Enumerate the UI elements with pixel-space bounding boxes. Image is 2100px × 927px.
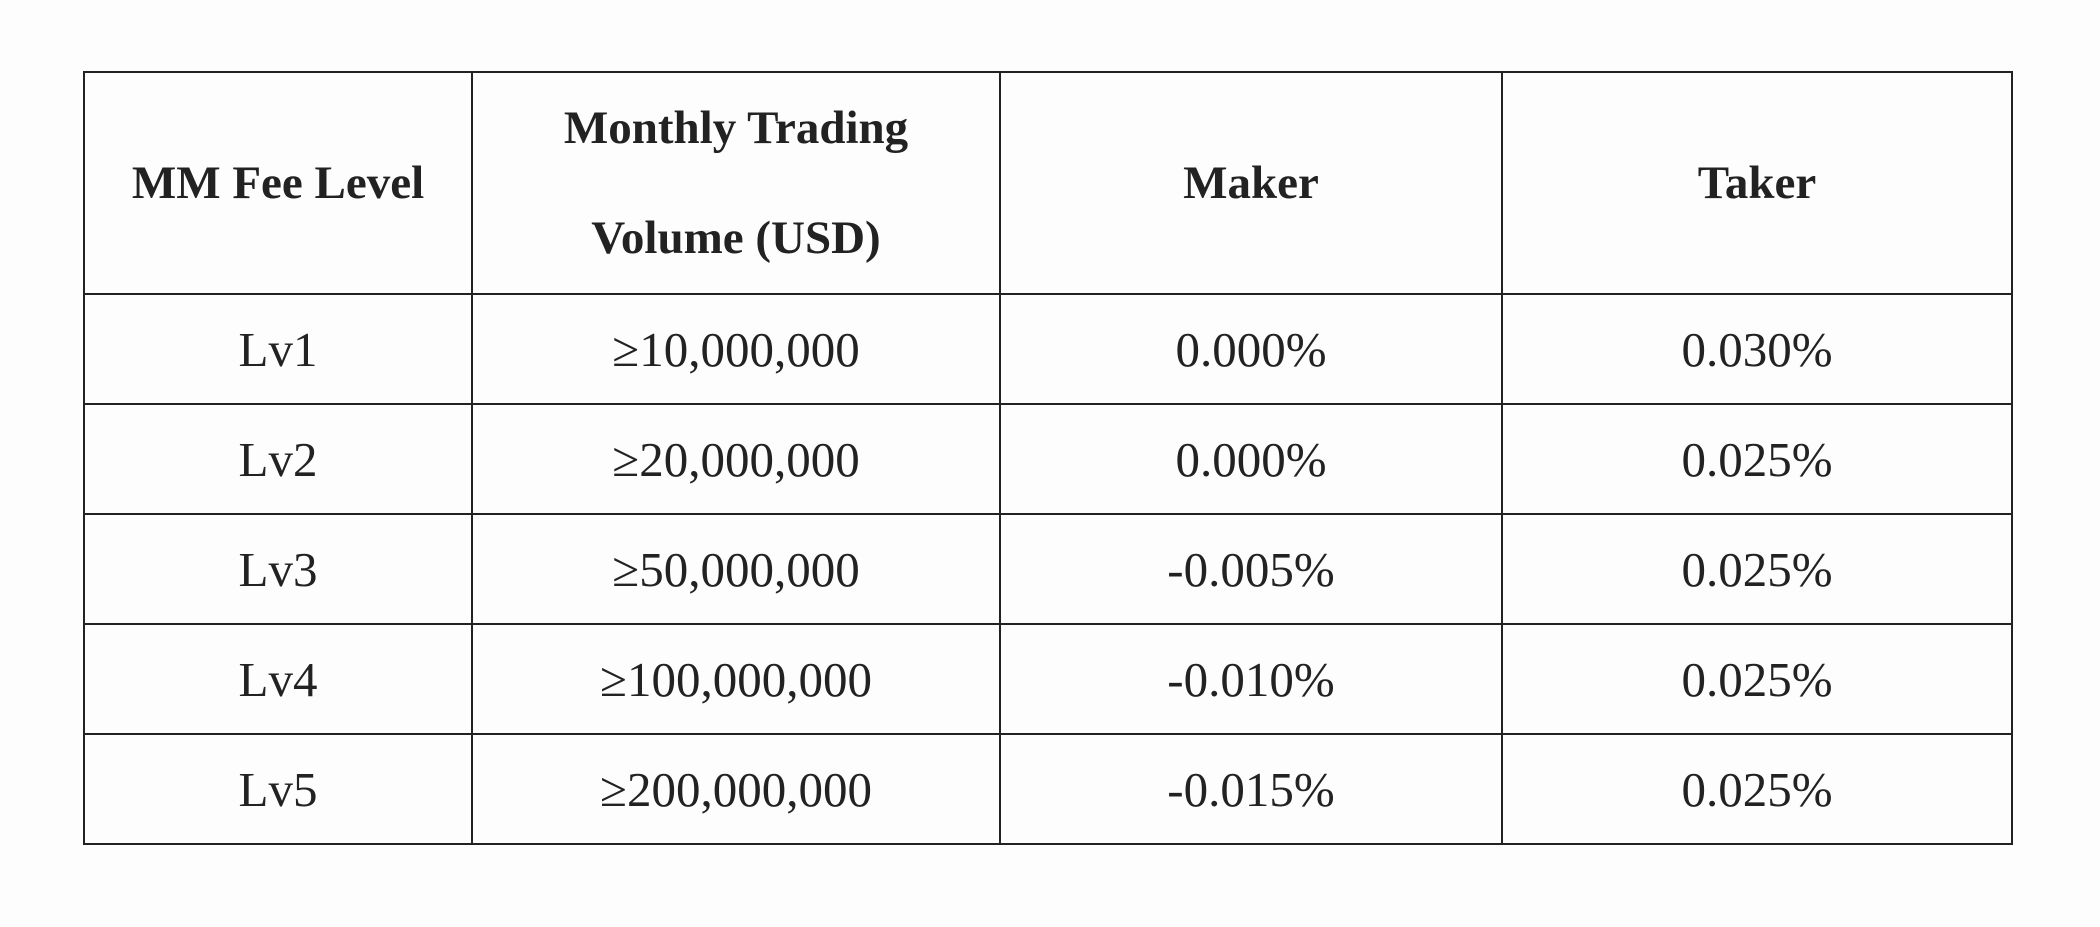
table-cell: Lv5 <box>83 733 473 845</box>
table-cell: 0.025% <box>1501 403 2013 515</box>
table-cell: 0.025% <box>1501 513 2013 625</box>
table-cell: 0.000% <box>999 403 1503 515</box>
table-row: Lv3 ≥50,000,000 -0.005% 0.025% <box>83 513 2013 625</box>
table-cell: ≥200,000,000 <box>471 733 1001 845</box>
header-cell: Taker <box>1501 71 2013 295</box>
table-cell: -0.005% <box>999 513 1503 625</box>
table-cell: Lv3 <box>83 513 473 625</box>
table-cell: Lv1 <box>83 293 473 405</box>
table-row: Lv2 ≥20,000,000 0.000% 0.025% <box>83 403 2013 515</box>
table-row: Lv4 ≥100,000,000 -0.010% 0.025% <box>83 623 2013 735</box>
table-cell: 0.000% <box>999 293 1503 405</box>
table-container: MM Fee Level Monthly Trading Volume (USD)… <box>83 71 2013 845</box>
table-cell: -0.015% <box>999 733 1503 845</box>
header-cell: MM Fee Level <box>83 71 473 295</box>
table-cell: 0.030% <box>1501 293 2013 405</box>
header-cell: Maker <box>999 71 1503 295</box>
table-cell: Lv4 <box>83 623 473 735</box>
table-row: Lv1 ≥10,000,000 0.000% 0.030% <box>83 293 2013 405</box>
header-cell: Monthly Trading Volume (USD) <box>471 71 1001 295</box>
table-cell: ≥10,000,000 <box>471 293 1001 405</box>
table-cell: 0.025% <box>1501 623 2013 735</box>
table-cell: ≥100,000,000 <box>471 623 1001 735</box>
fee-table: MM Fee Level Monthly Trading Volume (USD)… <box>83 71 2013 845</box>
table-cell: Lv2 <box>83 403 473 515</box>
header-row: MM Fee Level Monthly Trading Volume (USD)… <box>83 71 2013 295</box>
table-row: Lv5 ≥200,000,000 -0.015% 0.025% <box>83 733 2013 845</box>
table-cell: ≥50,000,000 <box>471 513 1001 625</box>
table-body: Lv1 ≥10,000,000 0.000% 0.030% Lv2 ≥20,000,000… <box>83 293 2013 845</box>
table-cell: ≥20,000,000 <box>471 403 1001 515</box>
table-cell: 0.025% <box>1501 733 2013 845</box>
table-cell: -0.010% <box>999 623 1503 735</box>
